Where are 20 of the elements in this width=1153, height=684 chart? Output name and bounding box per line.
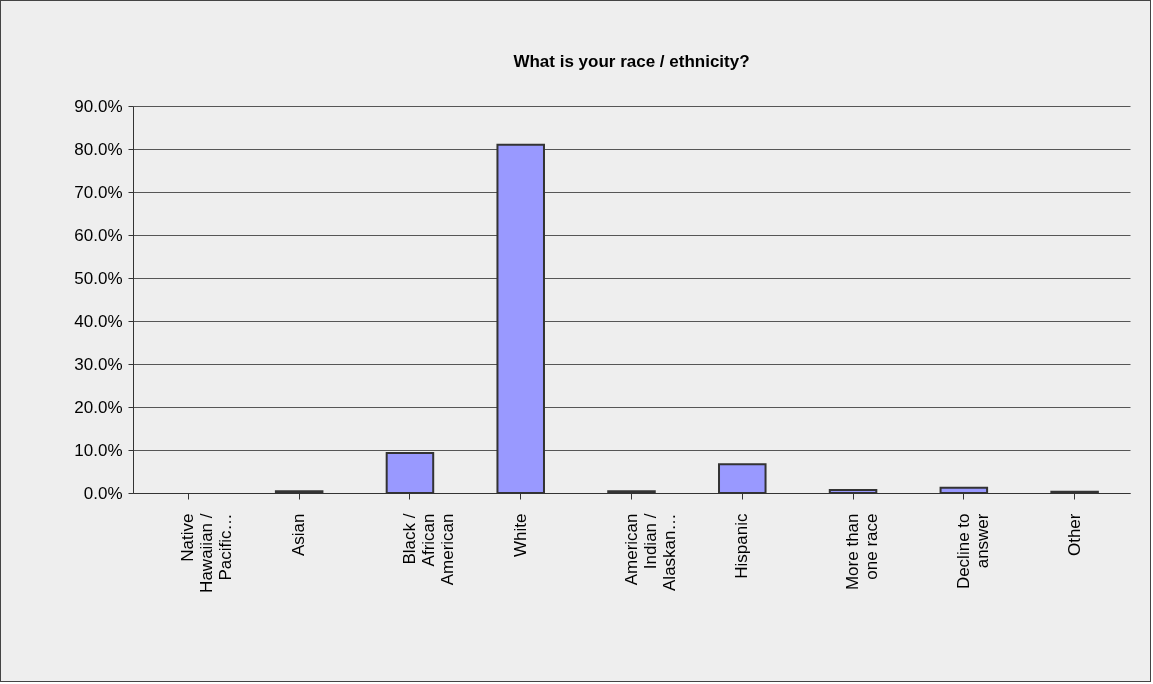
y-tick-label: 40.0% — [74, 311, 123, 331]
y-tick-label: 90.0% — [74, 96, 123, 116]
x-tick-label: Decline to answer — [953, 513, 992, 590]
y-tick-label: 20.0% — [74, 397, 123, 417]
y-tick-label: 0.0% — [83, 483, 123, 503]
x-tick-label: Hispanic — [732, 513, 752, 579]
chart-title: What is your race / ethnicity? — [513, 52, 750, 71]
x-tick-label: American Indian / Alaskan… — [621, 513, 679, 591]
y-tick-label: 50.0% — [74, 268, 123, 288]
x-tick-label: Native Hawaiian / Pacific… — [178, 513, 236, 593]
y-tick-label: 60.0% — [74, 225, 123, 245]
y-tick-label: 80.0% — [74, 139, 123, 159]
x-tick-label: Asian — [289, 513, 309, 557]
x-tick-label: Other — [1064, 513, 1084, 557]
x-tick-label: White — [510, 513, 530, 557]
x-tick-label: Black / African American — [399, 513, 457, 586]
y-tick-label: 70.0% — [74, 182, 123, 202]
y-tick-label: 30.0% — [74, 354, 123, 374]
y-tick-label: 10.0% — [74, 440, 123, 460]
x-tick-label: More than one race — [843, 513, 882, 591]
